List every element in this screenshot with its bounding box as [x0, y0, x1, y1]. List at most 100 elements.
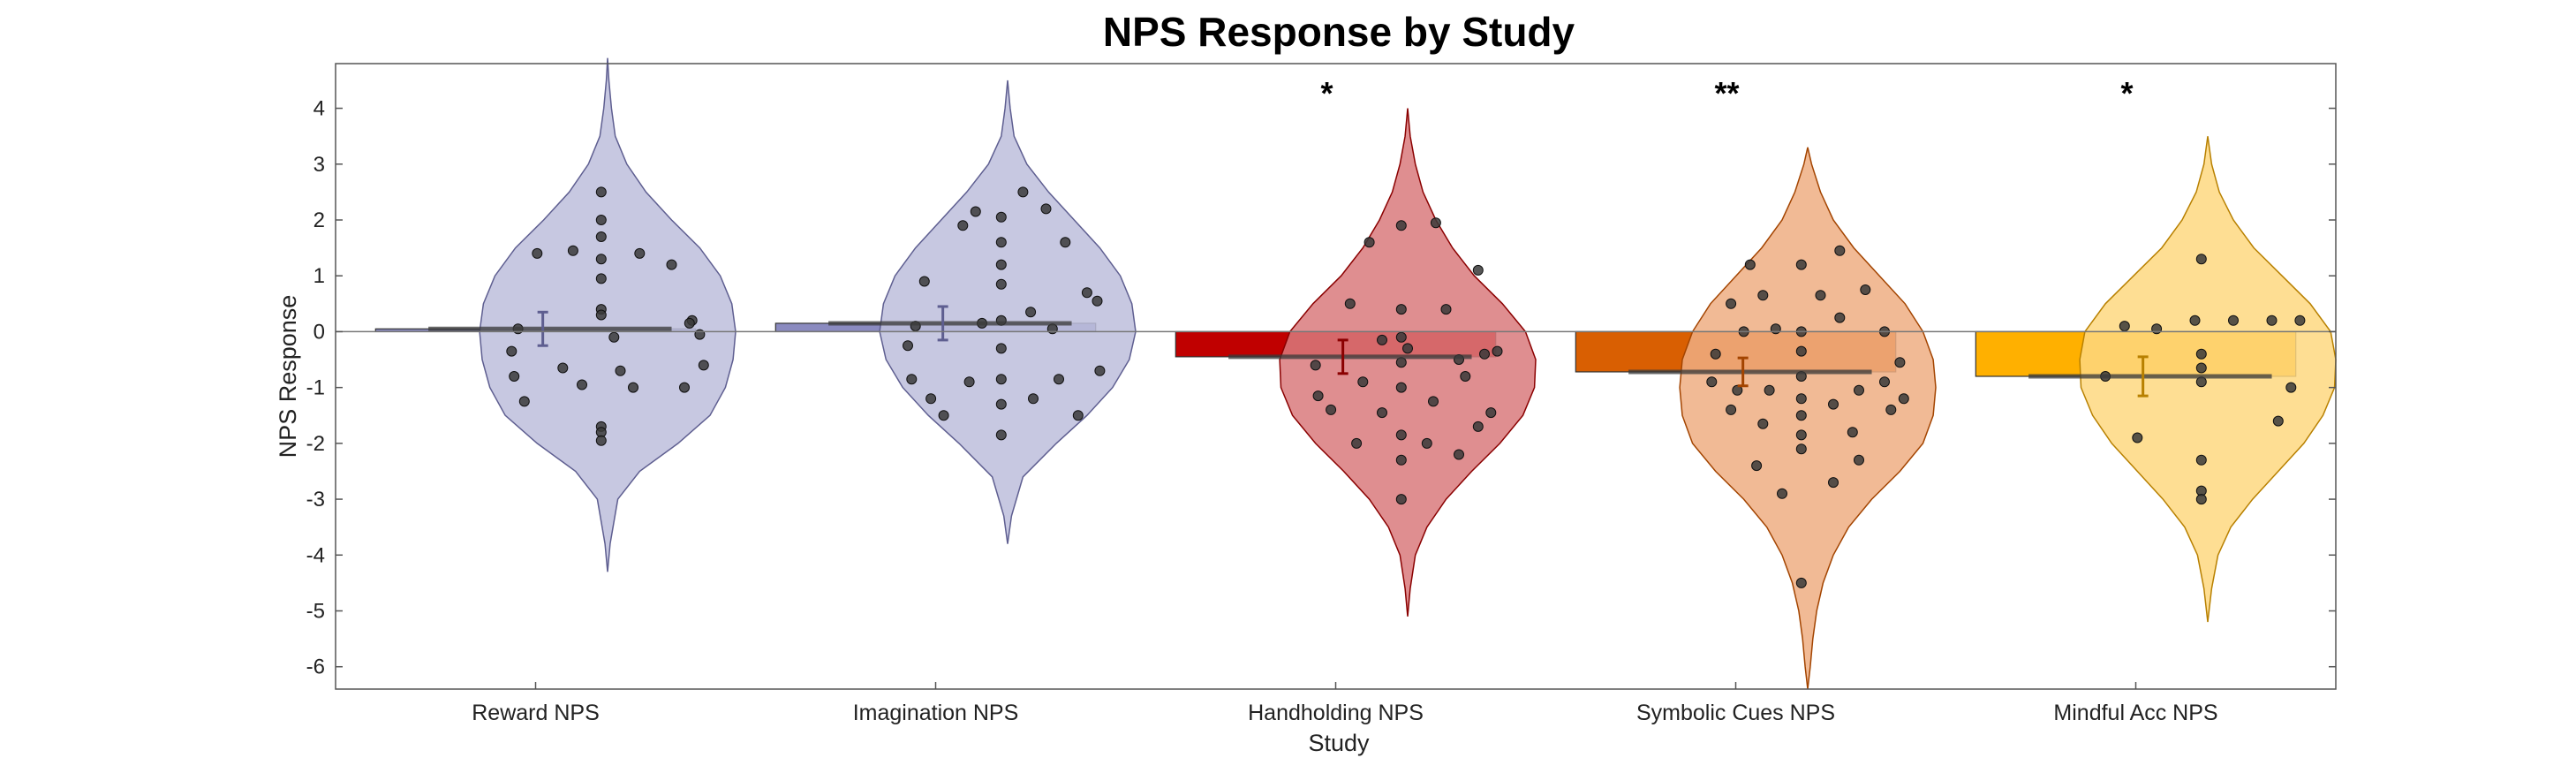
significance-marker: *	[1320, 75, 1333, 111]
data-point	[1472, 264, 1484, 276]
point-layer	[506, 186, 2306, 588]
data-point	[2266, 315, 2278, 326]
x-tick-label: Mindful Acc NPS	[2053, 701, 2217, 725]
data-point	[970, 206, 981, 217]
data-point	[1757, 290, 1769, 301]
data-point	[1854, 454, 1864, 466]
data-point	[1395, 382, 1407, 393]
data-point	[1834, 245, 1846, 256]
y-tick-label: -3	[306, 488, 325, 512]
data-point	[1395, 304, 1407, 315]
data-point	[1060, 237, 1071, 248]
data-point	[995, 211, 1007, 223]
data-point	[1377, 334, 1387, 345]
data-point	[2119, 321, 2130, 332]
data-point	[1094, 365, 1106, 376]
data-point	[1402, 343, 1413, 354]
significance-layer: * ** *	[1320, 75, 2133, 111]
data-point	[1706, 376, 1718, 388]
data-point	[995, 374, 1007, 385]
data-point	[608, 331, 620, 343]
data-point	[1054, 374, 1064, 385]
data-point	[1428, 396, 1439, 407]
significance-marker: *	[2120, 75, 2133, 111]
data-point	[1344, 298, 1356, 309]
data-point	[595, 273, 607, 284]
data-point	[1795, 259, 1807, 270]
data-point	[2195, 348, 2207, 360]
data-point	[1795, 410, 1807, 421]
data-point	[509, 371, 520, 382]
x-tick-label: Symbolic Cues NPS	[1636, 701, 1835, 725]
data-point	[1357, 376, 1369, 388]
data-point	[2228, 315, 2239, 326]
error-bar-layer	[428, 305, 2272, 398]
data-point	[1751, 460, 1763, 472]
x-axis: Reward NPS Imagination NPS Handholding NPS…	[472, 682, 2218, 725]
data-point	[1885, 404, 1897, 415]
data-point	[628, 382, 638, 393]
data-point	[1757, 418, 1769, 429]
data-point	[1040, 203, 1052, 215]
y-tick-label: 3	[314, 153, 325, 177]
data-point	[2195, 362, 2207, 374]
data-point	[1894, 357, 1906, 368]
data-point	[1726, 298, 1737, 309]
data-point	[532, 247, 543, 259]
data-point	[1828, 477, 1839, 489]
data-point	[684, 317, 695, 329]
data-point	[518, 396, 530, 407]
y-tick-label: 0	[314, 320, 325, 344]
data-point	[1395, 494, 1407, 505]
significance-marker: **	[1714, 75, 1739, 111]
violin-shape	[479, 57, 737, 572]
data-point	[938, 410, 949, 421]
data-point	[1847, 427, 1858, 438]
data-point	[918, 276, 930, 287]
data-point	[1454, 449, 1464, 460]
y-tick-label: -1	[306, 376, 325, 400]
data-point	[1081, 287, 1092, 299]
data-point	[906, 374, 918, 385]
y-tick-label: -6	[306, 656, 325, 679]
data-point	[1732, 384, 1743, 396]
data-point	[1351, 437, 1363, 449]
data-point	[1815, 290, 1826, 301]
data-point	[2195, 254, 2207, 265]
data-point	[2195, 494, 2207, 505]
violin-shape	[1279, 108, 1537, 617]
data-point	[1854, 384, 1864, 396]
data-point	[1025, 307, 1037, 318]
data-point	[1395, 429, 1407, 441]
data-point	[1492, 345, 1503, 357]
data-point	[1860, 284, 1871, 295]
data-point	[995, 398, 1007, 410]
data-point	[679, 382, 690, 393]
data-point	[1430, 217, 1441, 229]
data-point	[1795, 429, 1807, 441]
data-point	[1460, 371, 1471, 382]
data-point	[995, 429, 1007, 441]
data-point	[1710, 348, 1721, 360]
data-point	[1485, 407, 1497, 419]
y-tick-label: -2	[306, 432, 325, 456]
data-point	[1072, 410, 1084, 421]
data-point	[634, 247, 646, 259]
data-point	[1326, 404, 1337, 415]
data-point	[1312, 390, 1324, 402]
data-point	[903, 340, 913, 352]
data-point	[2285, 382, 2297, 393]
data-point	[2189, 315, 2201, 326]
x-tick-label: Handholding NPS	[1248, 701, 1424, 725]
data-point	[1395, 220, 1407, 231]
data-point	[2132, 432, 2143, 443]
data-point	[1395, 331, 1407, 343]
data-point	[577, 379, 587, 390]
y-axis: -6 -5 -4 -3 -2 -1 0 1 2 3 4	[306, 97, 2336, 679]
data-point	[1879, 376, 1890, 388]
data-point	[1472, 421, 1484, 432]
violin-shape	[2079, 136, 2337, 623]
data-point	[1017, 186, 1029, 198]
data-point	[595, 309, 607, 321]
